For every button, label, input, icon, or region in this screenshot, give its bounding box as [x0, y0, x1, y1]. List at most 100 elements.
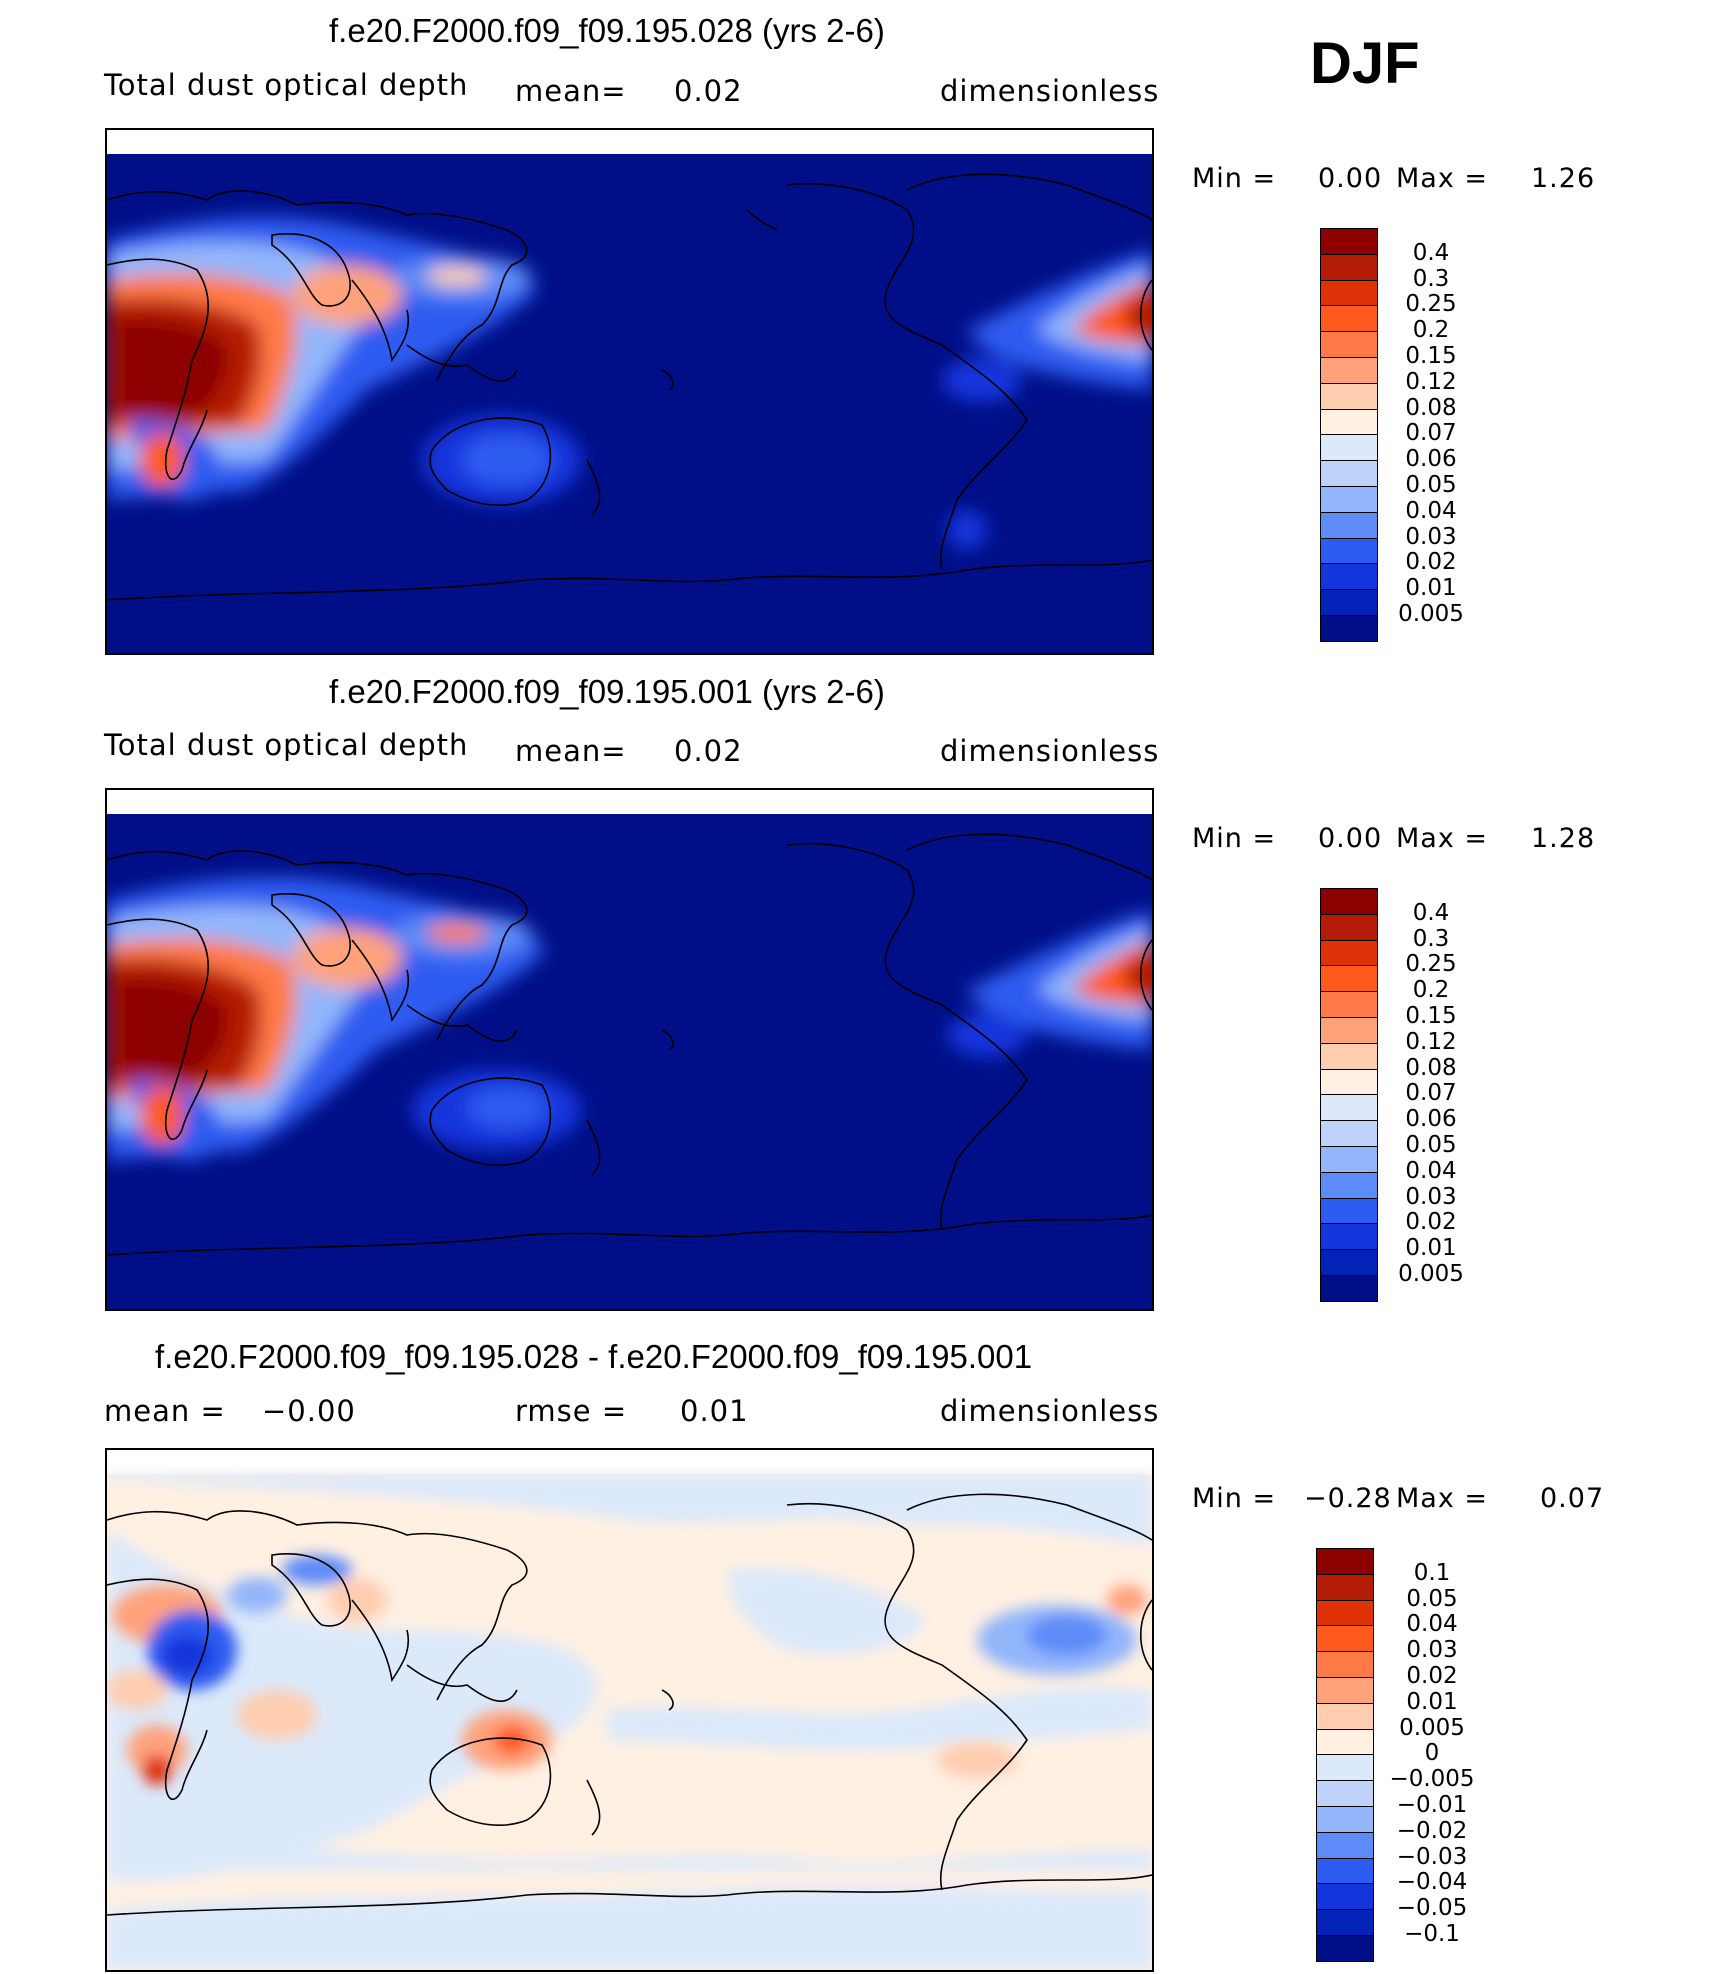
colorbar-tick-label: 0.12 — [1405, 368, 1457, 395]
colorbar-tick-label: 0.05 — [1405, 472, 1457, 498]
panel1-mean-value: 0.02 — [674, 74, 743, 108]
colorbar-tick-label: 0.01 — [1406, 1688, 1458, 1715]
colorbar-tick-label: 0 — [1424, 1740, 1440, 1767]
panel3-units: dimensionless — [940, 1394, 1160, 1428]
colorbar-swatch — [1316, 1754, 1374, 1782]
colorbar-swatch — [1320, 939, 1378, 967]
colorbar-swatch — [1320, 563, 1378, 591]
colorbar-swatch — [1320, 888, 1378, 916]
colorbar-swatch — [1316, 1831, 1374, 1860]
colorbar-swatch — [1320, 486, 1378, 514]
colorbar-tick-label: 0.1 — [1413, 1559, 1451, 1586]
colorbar-swatch — [1320, 279, 1378, 307]
panel2-max-label: Max = — [1396, 823, 1489, 854]
colorbar-tick-label: −0.02 — [1396, 1817, 1468, 1844]
panel2-min-value: 0.00 — [1318, 823, 1383, 854]
colorbar-tick-label: 0.06 — [1405, 1106, 1457, 1133]
panel2-variable-label: Total dust optical depth — [104, 728, 469, 762]
colorbar-tick-label: 0.06 — [1405, 446, 1457, 473]
colorbar-swatch — [1320, 1146, 1378, 1174]
colorbar-tick-label: 0.05 — [1405, 1132, 1457, 1158]
season-label: DJF — [1310, 31, 1420, 96]
colorbar-tick-label: 0.03 — [1405, 1183, 1457, 1210]
colorbar-tick-label: 0.01 — [1405, 1235, 1457, 1262]
colorbar-swatch — [1316, 1728, 1374, 1756]
colorbar-tick-label: 0.08 — [1405, 394, 1457, 421]
colorbar-swatch — [1320, 1197, 1378, 1225]
colorbar-tick-label: 0.08 — [1405, 1054, 1457, 1081]
colorbar-tick-label: 0.25 — [1405, 951, 1457, 978]
colorbar-swatch — [1316, 1935, 1374, 1963]
colorbar-tick-label: 0.4 — [1412, 239, 1450, 266]
panel1-max-value: 1.26 — [1531, 163, 1596, 194]
colorbar-swatch — [1320, 331, 1378, 359]
colorbar-swatch — [1316, 1548, 1374, 1576]
colorbar-swatch — [1316, 1677, 1374, 1705]
panel1-colorbar: 0.4 0.3 0.25 0.2 0.15 0.12 0.08 0.07 0.06 0.05 0.0… — [1320, 228, 1480, 643]
colorbar-tick-label: −0.01 — [1396, 1792, 1468, 1818]
panel2-map — [105, 788, 1154, 1311]
colorbar-tick-label: 0.15 — [1405, 343, 1457, 369]
panel1-min-value: 0.00 — [1318, 163, 1383, 194]
panel1-units: dimensionless — [940, 74, 1160, 108]
colorbar-tick-label: 0.07 — [1405, 420, 1457, 447]
colorbar-tick-label: 0.005 — [1399, 1714, 1465, 1741]
panel2-title: f.e20.F2000.f09_f09.195.001 (yrs 2-6) — [329, 673, 885, 710]
panel1-variable-label: Total dust optical depth — [104, 68, 469, 102]
colorbar-tick-label: −0.03 — [1396, 1843, 1468, 1870]
colorbar-swatch — [1320, 615, 1378, 643]
colorbar-swatch — [1316, 1857, 1374, 1885]
colorbar-swatch — [1316, 1780, 1374, 1808]
colorbar-swatch — [1320, 1068, 1378, 1096]
colorbar-tick-label: 0.3 — [1412, 925, 1450, 952]
colorbar-swatch — [1320, 434, 1378, 462]
colorbar-swatch — [1320, 382, 1378, 411]
colorbar-swatch — [1316, 1702, 1374, 1731]
colorbar-swatch — [1320, 1042, 1378, 1071]
colorbar-swatch — [1316, 1883, 1374, 1911]
panel3-max-label: Max = — [1396, 1483, 1489, 1514]
colorbar-swatch — [1320, 1120, 1378, 1148]
panel3-min-label: Min = — [1192, 1483, 1277, 1514]
colorbar-swatch — [1320, 965, 1378, 993]
colorbar-tick-label: 0.2 — [1412, 317, 1450, 344]
colorbar-swatch — [1320, 1017, 1378, 1045]
panel2-mean-label: mean= — [515, 734, 627, 768]
panel3-min-value: −0.28 — [1304, 1483, 1392, 1514]
colorbar-swatch — [1320, 460, 1378, 488]
colorbar-tick-label: 0.005 — [1398, 1261, 1464, 1287]
colorbar-swatch — [1320, 357, 1378, 385]
colorbar-tick-label: 0.02 — [1405, 1209, 1457, 1236]
colorbar-tick-label: 0.4 — [1412, 899, 1450, 926]
panel1-min-label: Min = — [1192, 163, 1277, 194]
colorbar-tick-label: 0.25 — [1405, 291, 1457, 318]
colorbar-swatch — [1320, 1249, 1378, 1277]
colorbar-tick-label: 0.02 — [1406, 1663, 1458, 1689]
colorbar-tick-label: −0.1 — [1404, 1921, 1460, 1947]
colorbar-swatch — [1316, 1573, 1374, 1602]
colorbar-tick-label: 0.005 — [1398, 601, 1464, 627]
colorbar-tick-label: 0.12 — [1405, 1028, 1457, 1055]
colorbar-swatch — [1320, 537, 1378, 565]
colorbar-swatch — [1316, 1909, 1374, 1937]
colorbar-tick-label: −0.005 — [1389, 1766, 1475, 1793]
panel2-units: dimensionless — [940, 734, 1160, 768]
panel1-title: f.e20.F2000.f09_f09.195.028 (yrs 2-6) — [329, 12, 885, 49]
panel2-mean-value: 0.02 — [674, 734, 743, 768]
panel3-title: f.e20.F2000.f09_f09.195.028 - f.e20.F200… — [155, 1338, 1033, 1375]
colorbar-tick-label: 0.15 — [1405, 1003, 1457, 1029]
colorbar-tick-label: 0.03 — [1406, 1637, 1458, 1664]
colorbar-swatch — [1320, 913, 1378, 942]
colorbar-tick-label: 0.3 — [1412, 265, 1450, 292]
colorbar-swatch — [1316, 1599, 1374, 1627]
panel1-max-label: Max = — [1396, 163, 1489, 194]
colorbar-swatch — [1320, 1171, 1378, 1200]
panel3-mean-value: −0.00 — [262, 1394, 356, 1428]
panel3-mean-label: mean = — [104, 1394, 226, 1428]
colorbar-tick-label: 0.01 — [1405, 575, 1457, 602]
colorbar-swatch — [1320, 253, 1378, 282]
colorbar-tick-label: −0.04 — [1396, 1869, 1468, 1896]
colorbar-tick-label: 0.05 — [1406, 1585, 1458, 1612]
colorbar-swatch — [1320, 228, 1378, 256]
colorbar-swatch — [1320, 305, 1378, 333]
